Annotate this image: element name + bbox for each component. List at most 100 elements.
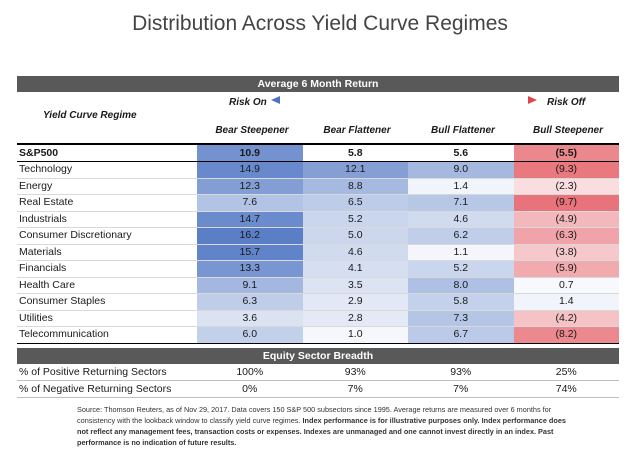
table-body: S&P500 10.9 5.8 5.6 (5.5) Technology 14.9 12.1 9…	[17, 144, 619, 344]
value-cell: 14.7	[197, 211, 303, 227]
value-cell: 14.9	[197, 162, 303, 178]
breadth-cell: 0%	[242, 382, 258, 395]
row-label: Telecommunication	[19, 328, 109, 340]
value-cell: 0.7	[513, 277, 619, 293]
table-row: Real Estate 7.6 6.5 7.1 (9.7)	[17, 195, 619, 212]
value-cell: 2.8	[302, 310, 408, 326]
value-cell: 6.7	[408, 327, 514, 343]
value-cell: (6.3)	[513, 228, 619, 244]
table-row: Consumer Staples 6.3 2.9 5.8 1.4	[17, 294, 619, 311]
row-label: Real Estate	[19, 196, 74, 208]
value-cell: (5.9)	[513, 261, 619, 277]
value-cell: (4.9)	[513, 211, 619, 227]
value-cell: 6.0	[197, 327, 303, 343]
value-cell: 1.1	[408, 244, 514, 260]
row-label: Utilities	[19, 311, 53, 324]
value-cell: 10.9	[197, 145, 303, 161]
table-column-header: Yield Curve Regime Risk On Risk Off Bear…	[17, 92, 619, 144]
value-cell: 5.0	[302, 228, 408, 244]
row-label: Consumer Staples	[19, 295, 106, 307]
value-cell: (9.3)	[513, 162, 619, 178]
breadth-row-label: % of Negative Returning Sectors	[19, 382, 172, 395]
disclaimer-text: Index performance is for illustrative pu…	[77, 416, 566, 447]
page-title: Distribution Across Yield Curve Regimes	[132, 12, 508, 35]
column-header-bull-steepener: Bull Steepener	[532, 125, 604, 136]
table-header-bar: Average 6 Month Return	[17, 76, 619, 92]
value-cell: 6.3	[197, 294, 303, 310]
risk-arrow-icon	[271, 96, 537, 104]
breadth-row: % of Negative Returning Sectors 0% 7% 7% 74%	[17, 381, 619, 398]
row-label: Financials	[19, 262, 67, 274]
value-cell: 4.1	[302, 261, 408, 277]
value-cell: 8.8	[302, 178, 408, 194]
breadth-row-label: % of Positive Returning Sectors	[19, 365, 167, 378]
breadth-row: % of Positive Returning Sectors 100% 93% 93…	[17, 364, 619, 381]
value-cell: (2.3)	[513, 178, 619, 194]
column-header-bull-flattener: Bull Flattener	[431, 125, 495, 136]
value-cell: 4.6	[408, 211, 514, 227]
value-cell: (9.7)	[513, 195, 619, 211]
value-cell: 5.2	[408, 261, 514, 277]
value-cell: 5.6	[408, 145, 514, 161]
breadth-body: % of Positive Returning Sectors 100% 93% 93…	[17, 364, 619, 398]
value-cell: 1.4	[408, 178, 514, 194]
row-label: Energy	[19, 179, 53, 192]
value-cell: 12.3	[197, 178, 303, 194]
table-row: Telecommunication 6.0 1.0 6.7 (8.2)	[17, 327, 619, 344]
breadth-cell: 25%	[555, 365, 577, 378]
value-cell: 7.3	[408, 310, 514, 326]
value-cell: 7.1	[408, 195, 514, 211]
value-cell: 3.5	[302, 277, 408, 293]
table-row: Utilities 3.6 2.8 7.3 (4.2)	[17, 310, 619, 327]
breadth-cell: 93%	[344, 365, 366, 378]
value-cell: (4.2)	[513, 310, 619, 326]
column-header-bear-steepener: Bear Steepener	[215, 125, 289, 136]
table-row: Technology 14.9 12.1 9.0 (9.3)	[17, 162, 619, 179]
value-cell: 8.0	[408, 277, 514, 293]
breadth-header-bar: Equity Sector Breadth	[17, 347, 619, 364]
value-cell: 4.6	[302, 244, 408, 260]
row-label: S&P500	[19, 147, 59, 159]
value-cell: 9.0	[408, 162, 514, 178]
yield-curve-regime-label: Yield Curve Regime	[43, 110, 137, 121]
breadth-cell: 74%	[555, 382, 577, 395]
row-label: Industrials	[19, 212, 67, 225]
value-cell: 7.6	[197, 195, 303, 211]
value-cell: 5.8	[408, 294, 514, 310]
risk-off-label: Risk Off	[547, 97, 586, 108]
table-row: Materials 15.7 4.6 1.1 (3.8)	[17, 244, 619, 261]
table-row: Industrials 14.7 5.2 4.6 (4.9)	[17, 211, 619, 228]
table-row: Financials 13.3 4.1 5.2 (5.9)	[17, 261, 619, 278]
column-header-bear-flattener: Bear Flattener	[323, 125, 391, 136]
row-label: Materials	[19, 245, 62, 258]
value-cell: 1.0	[302, 327, 408, 343]
value-cell: 5.2	[302, 211, 408, 227]
value-cell: 1.4	[513, 294, 619, 310]
table-row: Energy 12.3 8.8 1.4 (2.3)	[17, 178, 619, 195]
table-row: S&P500 10.9 5.8 5.6 (5.5)	[17, 144, 619, 162]
value-cell: 5.8	[302, 145, 408, 161]
row-label: Technology	[19, 163, 73, 175]
breadth-cell: 7%	[453, 382, 469, 395]
table-row: Consumer Discretionary 16.2 5.0 6.2 (6.3)	[17, 228, 619, 245]
breadth-cell: 100%	[236, 365, 264, 378]
risk-on-label: Risk On	[229, 97, 267, 108]
source-note: Source: Thomson Reuters, as of Nov 29, 2…	[77, 404, 567, 448]
row-label: Consumer Discretionary	[19, 229, 132, 241]
value-cell: 2.9	[302, 294, 408, 310]
value-cell: 13.3	[197, 261, 303, 277]
value-cell: 12.1	[302, 162, 408, 178]
value-cell: (8.2)	[513, 327, 619, 343]
breadth-cell: 93%	[450, 365, 472, 378]
value-cell: (3.8)	[513, 244, 619, 260]
value-cell: 16.2	[197, 228, 303, 244]
value-cell: (5.5)	[513, 145, 619, 161]
value-cell: 9.1	[197, 277, 303, 293]
value-cell: 6.2	[408, 228, 514, 244]
value-cell: 3.6	[197, 310, 303, 326]
value-cell: 15.7	[197, 244, 303, 260]
row-label: Health Care	[19, 278, 76, 291]
breadth-cell: 7%	[347, 382, 363, 395]
table-row: Health Care 9.1 3.5 8.0 0.7	[17, 277, 619, 294]
regime-table: Average 6 Month Return Yield Curve Regim…	[17, 76, 619, 398]
